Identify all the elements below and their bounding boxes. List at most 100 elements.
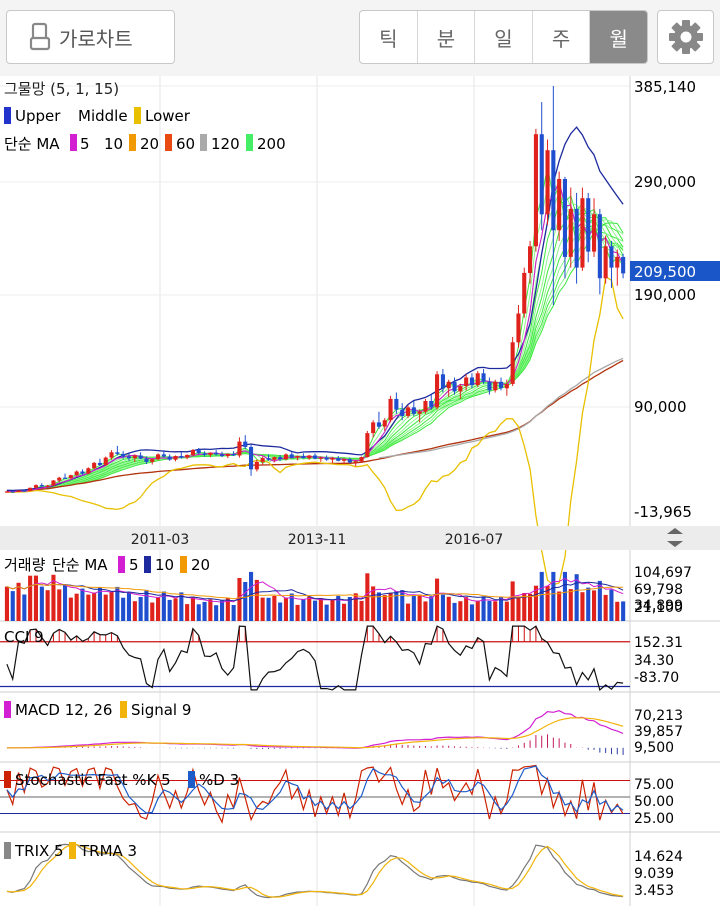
candle-body bbox=[97, 462, 102, 465]
candle-body bbox=[190, 450, 195, 455]
volume-bar bbox=[80, 588, 85, 621]
volume-bar bbox=[283, 597, 288, 621]
candle-body bbox=[103, 457, 108, 466]
volume-bar bbox=[86, 594, 91, 621]
candle-body bbox=[493, 381, 498, 391]
candle-body bbox=[400, 409, 405, 416]
candle-body bbox=[249, 446, 254, 470]
volume-bar bbox=[435, 578, 440, 621]
legend-swatch-ma10 bbox=[129, 134, 136, 151]
candle-body bbox=[551, 150, 556, 231]
legend-swatch-lower bbox=[134, 107, 141, 124]
tab-tick[interactable]: 틱 bbox=[360, 11, 418, 63]
candle-body bbox=[342, 459, 347, 461]
legend-swatch-trma bbox=[69, 842, 76, 859]
candle-body bbox=[260, 458, 265, 462]
volume-bar bbox=[522, 593, 527, 621]
legend-swatch-upper bbox=[4, 107, 11, 124]
legend-middle: Middle bbox=[78, 107, 128, 125]
candle-body bbox=[464, 377, 469, 386]
panel-resize-handle[interactable] bbox=[667, 528, 683, 547]
candle-body bbox=[266, 458, 271, 460]
legend-lower: Lower bbox=[145, 107, 191, 125]
volume-bar bbox=[539, 571, 544, 621]
landscape-chart-button[interactable]: 가로차트 bbox=[6, 10, 175, 64]
volume-bar bbox=[156, 597, 161, 621]
legend-swatch-ma20 bbox=[165, 134, 172, 151]
candle-body bbox=[411, 407, 416, 414]
y-tick-label: 25.00 bbox=[634, 811, 674, 827]
volume-bar bbox=[307, 596, 312, 621]
tab-week[interactable]: 주 bbox=[533, 11, 591, 63]
volume-bar bbox=[190, 596, 195, 621]
candle-body bbox=[475, 373, 480, 385]
y-tick-label: 34.30 bbox=[634, 653, 674, 669]
volume-bar bbox=[4, 586, 9, 621]
candle-body bbox=[469, 377, 474, 385]
volume-bar bbox=[161, 591, 166, 621]
volume-bar bbox=[615, 601, 620, 621]
candle-body bbox=[371, 422, 376, 434]
candle-body bbox=[121, 453, 126, 457]
volume-bar bbox=[452, 602, 457, 621]
volume-bar bbox=[406, 603, 411, 621]
volume-bar bbox=[376, 592, 381, 621]
rotate-phone-icon bbox=[29, 22, 51, 52]
candle-body bbox=[22, 490, 27, 492]
lower-band-line bbox=[6, 275, 624, 586]
volume-bar bbox=[481, 596, 486, 621]
candle-body bbox=[621, 256, 626, 274]
volume-bar bbox=[423, 601, 428, 621]
trix-trma-label: TRMA 3 bbox=[79, 842, 137, 860]
volume-bar bbox=[225, 598, 230, 621]
volume-bar bbox=[330, 599, 335, 621]
tab-month[interactable]: 월 bbox=[590, 11, 647, 63]
price-panel-title: 그물망 (5, 1, 15) bbox=[4, 80, 119, 98]
settings-button[interactable] bbox=[657, 10, 714, 64]
candle-body bbox=[446, 381, 451, 389]
candle-body bbox=[330, 458, 335, 460]
volume-bar bbox=[214, 605, 219, 621]
volume-bar bbox=[22, 594, 27, 621]
legend-swatch-ma5 bbox=[70, 134, 77, 151]
volume-bar bbox=[336, 595, 341, 621]
y-tick-label: 39,857 bbox=[634, 724, 683, 740]
volume-bar bbox=[295, 604, 300, 621]
stochastic-k-line bbox=[6, 764, 624, 825]
candle-body bbox=[237, 441, 242, 456]
candle-body bbox=[254, 461, 259, 470]
legend-swatch-trix bbox=[4, 842, 11, 859]
volume-bar bbox=[92, 592, 97, 621]
candle-body bbox=[57, 477, 62, 481]
volume-panel-title: 거래량 bbox=[4, 556, 46, 574]
legend-swatch-ma120 bbox=[246, 134, 253, 151]
y-tick-label: 385,140 bbox=[634, 78, 696, 96]
candle-body bbox=[481, 373, 486, 382]
volume-bar bbox=[51, 574, 56, 621]
volume-bar bbox=[475, 600, 480, 621]
candle-body bbox=[144, 458, 149, 462]
candle-body bbox=[289, 454, 294, 458]
legend-swatch-signal bbox=[120, 701, 127, 718]
y-tick-label: 90,000 bbox=[634, 398, 687, 416]
volume-bar bbox=[313, 600, 318, 621]
y-tick-label: 21,100 bbox=[634, 600, 683, 616]
tab-day[interactable]: 일 bbox=[475, 11, 533, 63]
macd-signal-line bbox=[6, 717, 624, 749]
candle-body bbox=[74, 471, 79, 476]
candle-body bbox=[539, 134, 544, 215]
volume-bar bbox=[57, 589, 62, 621]
legend-swatch-stoch-d bbox=[188, 771, 195, 788]
y-tick-label: 50.00 bbox=[634, 794, 674, 810]
tab-minute[interactable]: 분 bbox=[418, 11, 476, 63]
volume-bar bbox=[504, 601, 509, 621]
current-price-value: 209,500 bbox=[634, 263, 696, 281]
volume-bar bbox=[516, 596, 521, 621]
candle-body bbox=[615, 256, 620, 268]
stochastic-d-line bbox=[6, 765, 624, 814]
candle-body bbox=[115, 452, 120, 454]
candle-body bbox=[510, 342, 515, 384]
volume-ma-label: 단순 MA bbox=[52, 556, 108, 574]
volume-bar bbox=[39, 586, 44, 621]
candle-body bbox=[10, 491, 15, 493]
